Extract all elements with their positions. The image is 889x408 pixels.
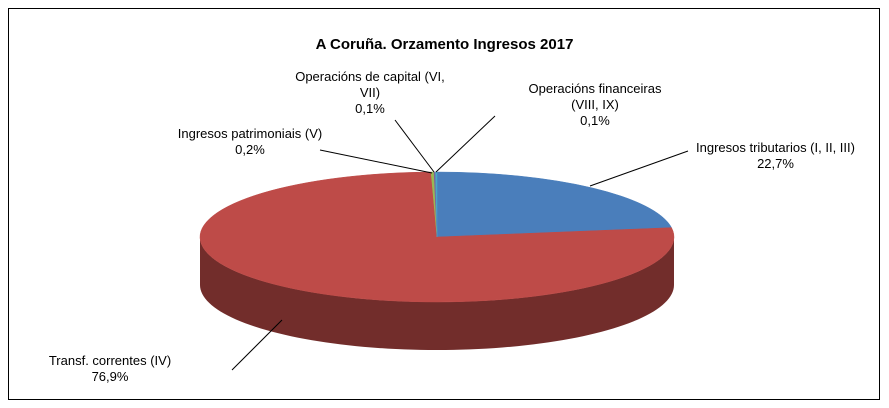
value-label: 22,7% <box>757 156 794 171</box>
data-label: Operacións financeiras (VIII, IX) 0,1% <box>520 81 670 129</box>
data-label: Ingresos tributarios (I, II, III) 22,7% <box>688 140 863 172</box>
leader-line <box>319 149 433 174</box>
value-label: 0,2% <box>235 142 265 157</box>
data-label: Ingresos patrimoniais (V) 0,2% <box>170 126 330 158</box>
category-label: Operacións financeiras (VIII, IX) <box>528 81 662 112</box>
category-label: Ingresos tributarios (I, II, III) <box>696 140 855 155</box>
category-label: Transf. correntes (IV) <box>48 353 172 368</box>
leader-line <box>435 115 496 173</box>
slice <box>436 171 672 238</box>
data-label: Transf. correntes (IV) 76,9% <box>40 353 180 385</box>
value-label: 76,9% <box>91 369 129 384</box>
leader-line <box>394 119 435 173</box>
data-label: Operacións de capital (VI, VII) 0,1% <box>290 69 450 117</box>
category-label: Ingresos patrimoniais (V) <box>177 126 323 141</box>
chart-title: A Coruña. Orzamento Ingresos 2017 <box>315 36 574 53</box>
category-label: Operacións de capital (VI, VII) <box>295 69 445 100</box>
slice <box>199 171 675 303</box>
value-label: 0,1% <box>580 113 610 128</box>
value-label: 0,1% <box>355 101 385 116</box>
slice-side <box>200 237 674 350</box>
leader-line <box>231 319 283 371</box>
leader-line <box>589 150 689 187</box>
